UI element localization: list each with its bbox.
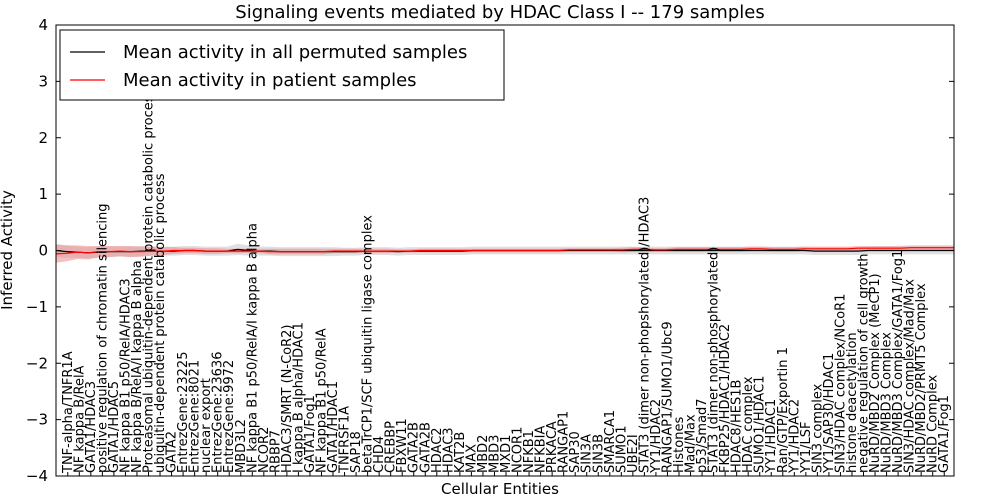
x-tick-label: SIN3/HDAC complex/Mad/Max bbox=[903, 279, 918, 473]
x-tick-label: GATA1/HDAC5 bbox=[107, 381, 122, 473]
x-tick-label: MBD3 bbox=[488, 435, 503, 473]
x-tick-label: positive regulation of chromatin silenci… bbox=[95, 203, 110, 473]
x-tick-label: HDAC2 bbox=[430, 427, 445, 473]
legend-label-patient: Mean activity in patient samples bbox=[123, 70, 417, 91]
x-tick-label: GATA1/Fog1 bbox=[303, 395, 318, 473]
x-tick-label: RANGAP1/SUMO1/Ubc9 bbox=[661, 321, 676, 473]
x-tick-label: ubiquitin-dependent protein catabolic pr… bbox=[153, 173, 168, 473]
x-tick-label: NCOR2 bbox=[257, 427, 272, 473]
y-tick-label: 4 bbox=[38, 16, 48, 34]
x-tick-label: NFKB1 bbox=[522, 430, 537, 473]
x-tick-label: EntrezGene:23636 bbox=[211, 352, 226, 473]
x-tick-label: MXD1 bbox=[499, 435, 514, 473]
x-tick-label: STAT3 (dimer non-phopshorylated)/HDAC3 bbox=[637, 197, 652, 473]
x-tick-label: RANGAP1 bbox=[557, 411, 572, 473]
x-tick-label: YY1/HDAC1 bbox=[764, 399, 779, 474]
x-tick-label: NuRD/MBD2 Complex (MeCP1) bbox=[868, 273, 883, 473]
chart-title: Signaling events mediated by HDAC Class … bbox=[235, 2, 764, 23]
x-tick-label: Proteasomal ubiquitin-dependent protein … bbox=[142, 88, 157, 473]
x-tick-label: NuRD/MBD3 Complex/GATA1/Fog1 bbox=[891, 250, 906, 473]
x-tick-label: NFKBIA bbox=[534, 426, 549, 473]
x-tick-label: GATA2B bbox=[418, 422, 433, 473]
x-tick-label: CREBBP bbox=[384, 421, 399, 473]
x-tick-label: YY1/SAP30/HDAC1 bbox=[822, 353, 837, 474]
x-tick-label: GATA1/HDAC1 bbox=[326, 381, 341, 473]
x-tick-label: Histones bbox=[672, 417, 687, 473]
x-tick-label: GATA1/Fog1 bbox=[937, 395, 952, 473]
x-tick-label: I kappa B alpha/HDAC1 bbox=[291, 322, 306, 473]
x-tick-label: betaTrCP1/SCF ubiquitin ligase complex bbox=[361, 215, 376, 473]
confidence-bands bbox=[56, 243, 954, 263]
x-tick-label: EntrezGene:23225 bbox=[176, 352, 191, 473]
legend-box bbox=[59, 29, 505, 101]
x-tick-label: NF kappa B1 p50/RelA/HDAC3 bbox=[118, 278, 133, 473]
series-line-patient bbox=[55, 247, 954, 255]
x-tick-label: STAT3 (dimer non-phosphorylated) bbox=[707, 247, 722, 473]
x-tick-label: YY1/LSF bbox=[799, 421, 814, 474]
x-tick-label: NuRD/MBD2/PRMT5 Complex bbox=[914, 283, 929, 473]
x-tick-label: NF kappa B1 p50/RelA/I kappa B alpha bbox=[245, 223, 260, 473]
x-tick-label: Mad/Max bbox=[684, 414, 699, 473]
x-tick-label: MBD2 bbox=[476, 435, 491, 473]
x-tick-label: MAX bbox=[464, 444, 479, 473]
y-tick-label: −1 bbox=[26, 298, 48, 316]
y-tick-label: −4 bbox=[26, 467, 48, 485]
y-axis: −4 −3 −2 −1 0 1 2 3 4 bbox=[26, 16, 954, 485]
x-tick-label: HDAC complex bbox=[741, 376, 756, 473]
x-tick-label: UBE2I bbox=[626, 434, 641, 473]
x-tick-label: NF kappa B/RelA/I kappa B alpha bbox=[130, 260, 145, 473]
x-tick-label: SIN3/HDAC complex/NCoR1 bbox=[833, 294, 848, 473]
series-lines bbox=[55, 247, 954, 255]
x-tick-label: nuclear export bbox=[199, 378, 214, 473]
x-tick-label: CHD4 bbox=[372, 436, 387, 473]
x-tick-label: SIN3 complex bbox=[810, 383, 825, 473]
y-tick-label: 1 bbox=[38, 185, 48, 203]
x-tick-label: EntrezGene:8021 bbox=[188, 360, 203, 473]
x-tick-label: SUMO1/HDAC1 bbox=[753, 376, 768, 473]
x-tick-label: TNFRSF1A bbox=[338, 406, 353, 474]
x-tick-label: NCOR1 bbox=[511, 427, 526, 473]
x-tick-label: FBXW11 bbox=[395, 418, 410, 473]
x-axis-label: Cellular Entities bbox=[441, 480, 559, 498]
x-tick-label: RBBP7 bbox=[268, 430, 283, 473]
x-tick-label: NuRD/MBD3 Complex bbox=[880, 332, 895, 473]
x-tick-label: Ran/GTP/Exportin 1 bbox=[776, 347, 791, 473]
y-axis-label: Inferred Activity bbox=[0, 190, 16, 310]
x-tick-label: NF kappa B1 p50/RelA bbox=[315, 328, 330, 473]
x-tick-label: KAT2B bbox=[453, 432, 468, 473]
x-tick-label: NF kappa B/RelA bbox=[72, 365, 87, 473]
x-tick-label: NuRD Complex bbox=[926, 375, 941, 473]
x-tick-label: negative regulation of cell growth bbox=[857, 253, 872, 473]
legend-label-permuted: Mean activity in all permuted samples bbox=[123, 42, 467, 63]
x-tick-label: EntrezGene:9972 bbox=[222, 360, 237, 473]
x-tick-label: GATA2 bbox=[165, 431, 180, 473]
legend: Mean activity in all permuted samples Me… bbox=[59, 29, 505, 101]
x-tick-label: SAP18 bbox=[349, 431, 364, 473]
x-tick-label: YY1/HDAC2 bbox=[787, 399, 802, 474]
y-tick-label: −3 bbox=[26, 411, 48, 429]
x-tick-label: FKBP25/HDAC1/HDAC2 bbox=[718, 324, 733, 473]
x-tick-label: YY1/HDAC2 bbox=[649, 399, 664, 474]
x-tick-label: PRKACA bbox=[545, 421, 560, 473]
x-tick-label: histone deacetylation bbox=[845, 332, 860, 473]
x-tick-label: SMARCA1 bbox=[603, 410, 618, 473]
x-tick-label: HDAC3 bbox=[441, 427, 456, 473]
x-tick-label: SUMO1 bbox=[614, 426, 629, 474]
x-tick-label: MBD3L2 bbox=[234, 419, 249, 473]
x-tick-label: SAP30 bbox=[568, 431, 583, 473]
y-tick-label: −2 bbox=[26, 354, 48, 372]
x-tick-label: GATA1/HDAC3 bbox=[84, 381, 99, 473]
x-tick-label: TNF-alpha/TNFR1A bbox=[61, 351, 76, 474]
x-tick-label: SIN3B bbox=[591, 434, 606, 473]
x-tick-label: GATA2B bbox=[407, 422, 422, 473]
y-tick-label: 2 bbox=[38, 129, 48, 147]
x-tick-label: SIN3A bbox=[580, 434, 595, 473]
x-tick-label: p53/Smad7 bbox=[695, 398, 710, 473]
y-tick-label: 3 bbox=[38, 72, 48, 90]
x-tick-label: HDAC8/HES1B bbox=[730, 380, 745, 473]
x-tick-label: HDAC3/SMRT (N-CoR2) bbox=[280, 325, 295, 473]
y-tick-label: 0 bbox=[38, 242, 48, 260]
